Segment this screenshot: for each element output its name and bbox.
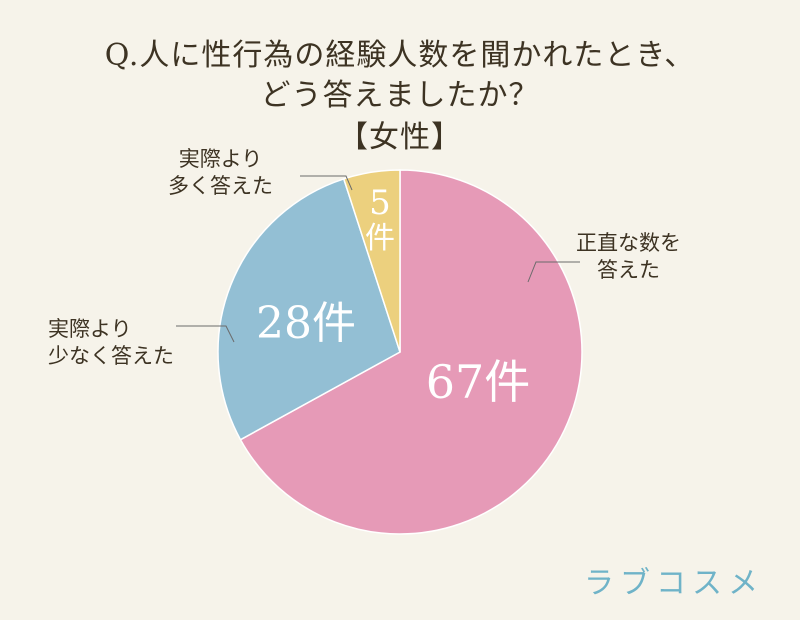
slice-over — [342, 169, 401, 353]
slice-label-under-line-1: 実際より — [48, 317, 132, 341]
slice-honest — [239, 169, 583, 535]
slice-value-honest: 67件 — [426, 355, 531, 409]
slice-label-under-line-2: 少なく答えた — [48, 344, 174, 369]
brand-logo: ラブコスメ — [584, 566, 764, 601]
leader-line-honest — [527, 261, 580, 283]
chart-title-line-1: Q.人に性行為の経験人数を聞かれたとき、 — [104, 38, 696, 73]
slice-label-over-line-1: 実際より — [178, 147, 263, 171]
slice-label-under: 実際より 少なく答えた — [48, 316, 174, 371]
slice-label-over-line-2: 多く答えた — [168, 174, 273, 199]
slice-label-honest-line-2: 答えた — [597, 258, 660, 283]
leader-line-under — [176, 325, 235, 343]
slice-label-honest: 正直な数を 答えた — [576, 230, 681, 285]
slice-value-over-number: 5 — [369, 183, 391, 223]
slice-value-over-unit: 件 — [365, 221, 395, 256]
slice-label-honest-line-1: 正直な数を — [576, 231, 681, 255]
slice-label-over: 実際より 多く答えた — [168, 146, 273, 201]
slice-value-under: 28件 — [256, 298, 356, 349]
chart-title-line-2: どう答えましたか？ — [260, 78, 540, 113]
slice-under — [217, 177, 401, 441]
leader-line-over — [300, 175, 353, 191]
chart-title-line-3: 【女性】 — [338, 120, 462, 155]
